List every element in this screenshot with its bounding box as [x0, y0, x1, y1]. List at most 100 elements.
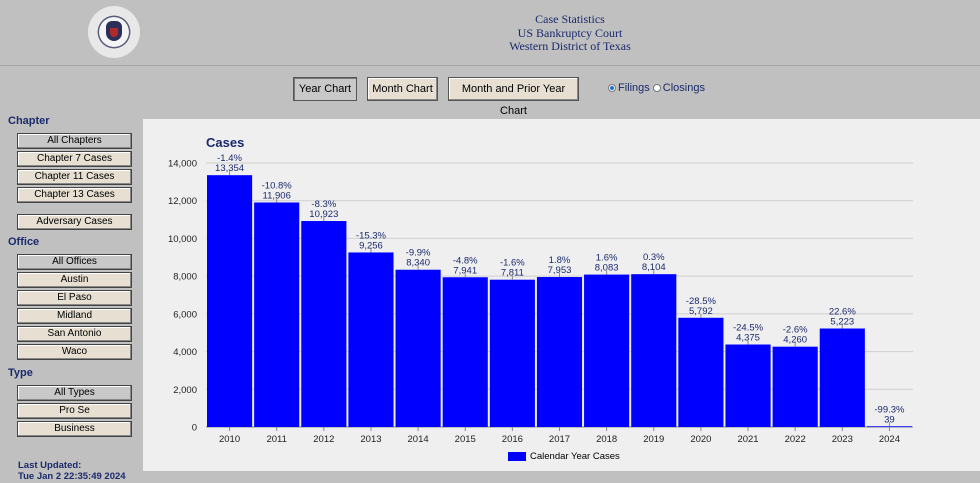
- bar: [301, 221, 347, 427]
- closings-label: Closings: [662, 82, 705, 94]
- last-updated-value: Tue Jan 2 22:35:49 2024: [18, 471, 126, 482]
- bar: [536, 277, 583, 427]
- percent-change-label: -1.6%: [500, 258, 525, 269]
- austin-button[interactable]: Austin: [17, 272, 132, 288]
- percent-change-label: 1.8%: [549, 255, 571, 266]
- percent-change-label: -15.3%: [356, 230, 387, 241]
- y-tick-label: 12,000: [168, 196, 197, 207]
- x-tick-label: 2018: [596, 434, 617, 445]
- percent-change-label: -4.8%: [453, 255, 478, 266]
- value-label: 5,223: [830, 317, 854, 328]
- bar: [678, 317, 724, 427]
- value-label: 39: [884, 414, 895, 425]
- value-label: 7,953: [548, 265, 572, 276]
- x-tick-label: 2012: [313, 434, 334, 445]
- bar: [395, 269, 441, 427]
- x-tick-label: 2023: [832, 434, 853, 445]
- percent-change-label: -10.8%: [262, 180, 293, 191]
- midland-button[interactable]: Midland: [17, 308, 132, 324]
- chart-panel: Cases 0 2,000 4,000 6,000 8,000 10,000 12,000 1…: [143, 119, 980, 471]
- title-line-3: Western District of Texas: [509, 39, 631, 53]
- business-button[interactable]: Business: [17, 421, 132, 437]
- bar: [866, 426, 912, 428]
- bar: [584, 274, 630, 427]
- title-line-2: US Bankruptcy Court: [517, 25, 623, 40]
- y-tick-label: 14,000: [168, 159, 197, 170]
- value-label: 8,083: [595, 263, 619, 274]
- bar-chart: 0 2,000 4,000 6,000 8,000 10,000 12,000 14,000 2…: [168, 153, 913, 445]
- y-tick-label: 0: [192, 423, 197, 434]
- el-paso-button[interactable]: El Paso: [17, 290, 132, 306]
- month-chart-button[interactable]: Month Chart: [367, 77, 438, 101]
- percent-change-label: 0.3%: [643, 252, 665, 263]
- x-tick-label: 2015: [455, 434, 476, 445]
- x-tick-label: 2020: [690, 434, 711, 445]
- bar: [348, 252, 394, 427]
- y-tick-label: 2,000: [173, 385, 197, 396]
- pro-se-button[interactable]: Pro Se: [17, 403, 132, 419]
- page-title: Case Statistics US Bankruptcy Court West…: [470, 12, 670, 54]
- court-seal-icon: [88, 6, 140, 58]
- bar: [819, 328, 865, 427]
- percent-change-label: 22.6%: [829, 307, 856, 318]
- filings-radio[interactable]: [608, 84, 616, 92]
- value-label: 5,792: [689, 306, 713, 317]
- all-offices-button[interactable]: All Offices: [17, 254, 132, 270]
- waco-button[interactable]: Waco: [17, 344, 132, 360]
- value-label: 4,375: [736, 333, 760, 344]
- y-tick-label: 6,000: [173, 309, 197, 320]
- filings-label: Filings: [618, 82, 650, 94]
- y-tick-label: 8,000: [173, 272, 197, 283]
- percent-change-label: -99.3%: [874, 404, 905, 415]
- chart-legend: Calendar Year Cases: [508, 451, 620, 462]
- page-header: Case Statistics US Bankruptcy Court West…: [0, 0, 980, 66]
- value-label: 9,256: [359, 240, 383, 251]
- percent-change-label: -24.5%: [733, 323, 764, 334]
- closings-radio[interactable]: [652, 84, 661, 92]
- year-chart-button[interactable]: Year Chart: [293, 77, 357, 101]
- percent-change-label: -9.9%: [406, 248, 431, 259]
- office-heading: Office: [8, 236, 40, 248]
- value-label: 8,340: [406, 258, 430, 269]
- all-chapters-button[interactable]: All Chapters: [17, 133, 132, 149]
- x-tick-label: 2017: [549, 434, 570, 445]
- chart-title: Cases: [206, 135, 245, 150]
- value-label: 10,923: [309, 209, 338, 220]
- title-line-1: Case Statistics: [535, 12, 605, 26]
- value-label: 7,811: [501, 268, 524, 279]
- value-label: 11,906: [263, 190, 291, 201]
- adversary-cases-button[interactable]: Adversary Cases: [17, 214, 132, 230]
- x-tick-label: 2013: [360, 434, 381, 445]
- san-antonio-button[interactable]: San Antonio: [17, 326, 132, 342]
- filings-closings-toggle: Filings Closings: [608, 82, 705, 94]
- chapter-7-button[interactable]: Chapter 7 Cases: [17, 151, 132, 167]
- percent-change-label: -8.3%: [311, 199, 336, 210]
- chapter-11-button[interactable]: Chapter 11 Cases: [17, 169, 132, 185]
- type-heading: Type: [8, 367, 33, 379]
- bar: [489, 279, 535, 427]
- x-tick-label: 2022: [785, 434, 806, 445]
- x-tick-label: 2021: [737, 434, 758, 445]
- chapter-heading: Chapter: [8, 115, 50, 127]
- percent-change-label: -2.6%: [783, 325, 808, 336]
- percent-change-label: -28.5%: [686, 296, 717, 307]
- chapter-13-button[interactable]: Chapter 13 Cases: [17, 187, 132, 203]
- x-tick-label: 2011: [266, 434, 286, 445]
- bar: [442, 277, 488, 427]
- month-prior-year-chart-button[interactable]: Month and Prior Year Chart: [448, 77, 579, 117]
- legend-swatch: [508, 452, 526, 461]
- all-types-button[interactable]: All Types: [17, 385, 132, 401]
- x-tick-label: 2024: [879, 434, 900, 445]
- value-label: 4,260: [783, 335, 807, 346]
- legend-label: Calendar Year Cases: [530, 451, 620, 462]
- percent-change-label: -1.4%: [217, 153, 242, 164]
- value-label: 7,941: [453, 265, 477, 276]
- bar: [631, 274, 677, 427]
- y-tick-label: 4,000: [173, 347, 197, 358]
- bar: [207, 175, 253, 427]
- bar: [772, 346, 818, 427]
- last-updated: Last Updated: Tue Jan 2 22:35:49 2024: [18, 460, 126, 482]
- bar: [725, 344, 771, 427]
- chart-toolbar: Year Chart Month Chart Month and Prior Y…: [0, 77, 980, 117]
- bar: [254, 202, 300, 427]
